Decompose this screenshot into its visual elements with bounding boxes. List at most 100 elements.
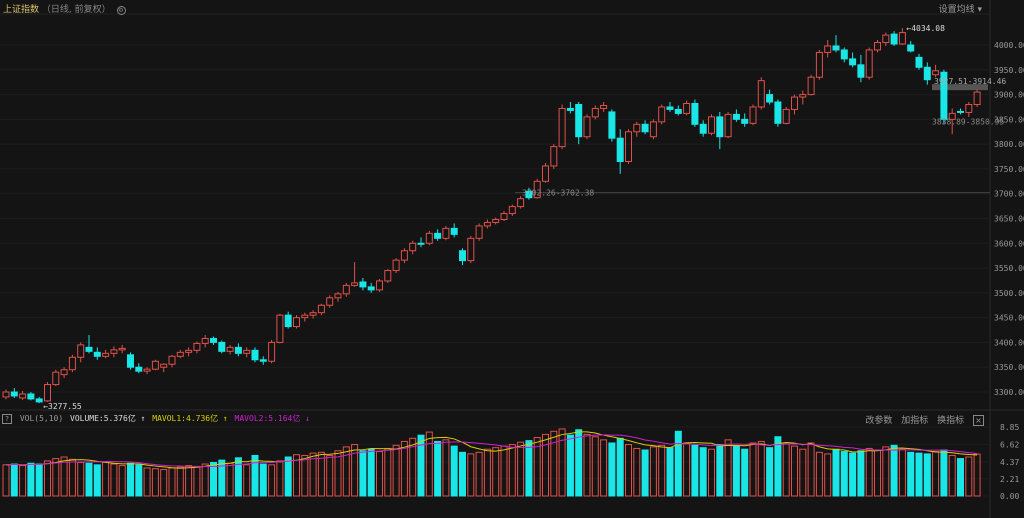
- change-indicator-button[interactable]: 换指标: [937, 416, 965, 426]
- gear-icon[interactable]: ⚙: [116, 6, 126, 15]
- volume-bar-down: [691, 444, 699, 497]
- volume-bar-up: [176, 466, 184, 497]
- candle-up: [550, 146, 558, 167]
- volume-bar-up: [110, 463, 118, 497]
- candle-down: [608, 111, 616, 139]
- volume-bar-up: [782, 443, 790, 497]
- volume-bar-up: [376, 451, 383, 497]
- volume-bar-up: [467, 453, 475, 497]
- candle-up: [68, 356, 76, 371]
- candle-up: [467, 237, 475, 262]
- candle-up: [102, 352, 110, 357]
- volume-value: VOLUME:5.376亿 ↑: [70, 414, 146, 423]
- candle-down: [732, 113, 740, 120]
- candle-up: [77, 344, 85, 358]
- volume-bar-up: [151, 468, 159, 497]
- candle-up: [2, 391, 10, 398]
- volume-bar-down: [450, 445, 458, 497]
- volume-bar-down: [907, 451, 915, 497]
- volume-bar-down: [27, 462, 35, 497]
- volume-bar-down: [127, 462, 134, 497]
- index-title: 上证指数: [3, 5, 40, 15]
- volume-bar-up: [334, 450, 342, 497]
- volume-bar-down: [840, 451, 848, 497]
- price-tick-label: 3550.00: [994, 264, 1024, 273]
- add-indicator-button[interactable]: 加指标: [901, 416, 929, 426]
- candle-down: [450, 227, 458, 235]
- candle-down: [459, 250, 466, 262]
- mavol1-value: MAVOL1:4.736亿 ↑: [152, 414, 228, 423]
- volume-bar-up: [392, 444, 400, 497]
- volume-bar-down: [85, 462, 93, 497]
- close-icon[interactable]: ×: [973, 415, 984, 426]
- candle-down: [259, 359, 267, 362]
- volume-bar-up: [649, 446, 657, 497]
- candle-down: [691, 102, 699, 125]
- price-tick-label: 3750.00: [994, 165, 1024, 174]
- volume-bar-up: [898, 448, 906, 497]
- volume-header: ? VOL(5,10) VOLUME:5.376亿 ↑ MAVOL1:4.736…: [2, 413, 312, 424]
- volume-bar-up: [517, 441, 525, 497]
- volume-bar-down: [525, 440, 533, 497]
- low-annotation: ←3277.55: [43, 402, 82, 411]
- candle-up: [824, 45, 832, 53]
- volume-bar-down: [359, 450, 367, 497]
- volume-bar-down: [566, 434, 574, 497]
- volume-bar-down: [135, 464, 143, 497]
- volume-bar-up: [533, 437, 541, 497]
- candle-down: [641, 123, 649, 133]
- price-tick-label: 3600.00: [994, 239, 1024, 248]
- candle-up: [558, 107, 566, 148]
- price-tick-label: 3800.00: [994, 140, 1024, 149]
- candle-up: [782, 108, 790, 124]
- volume-bar-up: [550, 430, 558, 497]
- candle-up: [44, 384, 51, 402]
- range-annotation: 3927.51-3914.46: [934, 77, 1006, 86]
- price-tick-label: 3900.00: [994, 91, 1024, 100]
- volume-bar-up: [160, 468, 168, 497]
- candle-down: [741, 118, 749, 124]
- volume-bar-up: [625, 444, 632, 497]
- price-tick-label: 3300.00: [994, 388, 1024, 397]
- candle-down: [10, 391, 18, 397]
- volume-bar-down: [93, 464, 101, 497]
- candle-down: [218, 341, 226, 352]
- volume-bar-down: [284, 456, 292, 497]
- volume-bar-up: [442, 439, 450, 497]
- volume-bar-up: [243, 464, 251, 497]
- volume-bar-down: [234, 457, 242, 497]
- volume-bar-down: [857, 450, 865, 497]
- candle-up: [19, 393, 27, 399]
- volume-bar-up: [591, 436, 599, 497]
- volume-bar-down: [10, 463, 18, 497]
- candle-up: [326, 297, 334, 306]
- candle-down: [93, 351, 101, 357]
- candle-down: [566, 107, 574, 111]
- edit-params-button[interactable]: 改参数: [865, 416, 893, 426]
- candle-up: [301, 314, 309, 319]
- volume-tick-label: 6.62: [1000, 440, 1019, 449]
- volume-bar-down: [259, 463, 267, 497]
- candle-up: [799, 94, 807, 98]
- candle-down: [35, 398, 43, 403]
- candle-up: [243, 349, 251, 354]
- candle-down: [210, 337, 217, 343]
- candle-up: [342, 284, 350, 295]
- help-icon[interactable]: ?: [2, 414, 12, 424]
- candle-up: [384, 270, 392, 282]
- volume-tick-label: 0.00: [1000, 492, 1019, 501]
- candle-down: [234, 346, 242, 354]
- volume-bar-down: [459, 451, 466, 497]
- candle-down: [716, 116, 724, 138]
- candle-up: [583, 116, 591, 138]
- range-annotation: 3702.26-3702.38: [522, 189, 594, 198]
- candle-down: [699, 123, 707, 134]
- candle-down: [616, 137, 624, 162]
- volume-bar-up: [475, 451, 483, 497]
- candle-down: [367, 286, 375, 291]
- chart-period: （日线, 前复权）: [41, 5, 111, 15]
- candle-up: [807, 76, 815, 96]
- candle-down: [832, 45, 840, 51]
- ma-settings-dropdown[interactable]: 设置均线 ▾: [938, 5, 982, 15]
